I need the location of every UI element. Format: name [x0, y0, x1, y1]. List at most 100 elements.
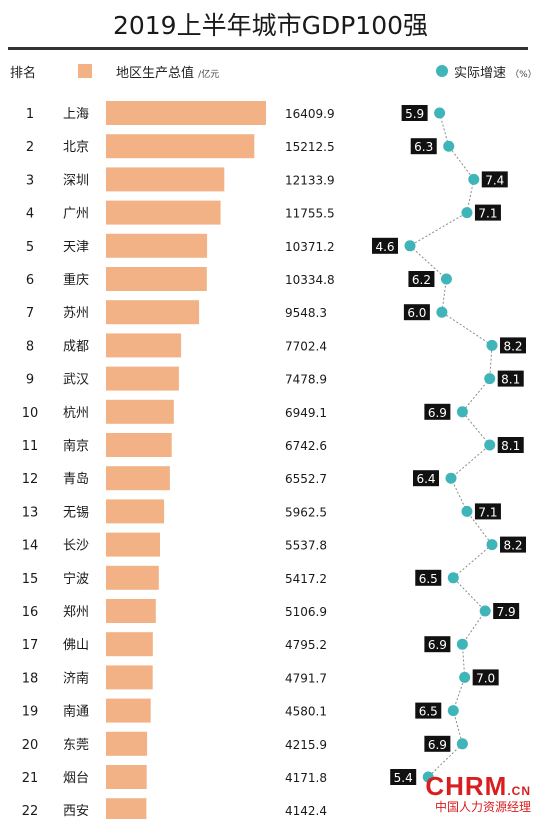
growth-value-label: 4.6 [375, 240, 394, 254]
rank-label: 7 [26, 306, 34, 321]
gdp-bar [106, 134, 255, 159]
gdp-value-label: 12133.9 [285, 173, 335, 187]
gdp-value-label: 7702.4 [285, 339, 327, 353]
growth-label-box [424, 636, 451, 653]
growth-point [436, 306, 448, 318]
legend-growth-dot [436, 65, 448, 77]
growth-point [486, 539, 498, 551]
gdp-bar [106, 466, 170, 491]
growth-label-box [415, 702, 442, 719]
growth-value-label: 6.4 [416, 472, 435, 486]
gdp-bar [106, 665, 153, 690]
gdp-value-label: 4215.9 [285, 738, 327, 752]
growth-point [447, 572, 459, 584]
growth-point [461, 207, 473, 219]
chrm-logo-domain: .CN [507, 784, 531, 798]
rank-label: 17 [22, 638, 39, 653]
gdp-bar [106, 599, 156, 623]
city-label: 南通 [63, 704, 89, 720]
growth-label-box [401, 105, 428, 121]
gdp-bar [106, 333, 182, 358]
gdp-bar [106, 798, 147, 819]
city-label: 天津 [63, 240, 89, 255]
growth-point [484, 373, 496, 385]
rank-label: 21 [22, 771, 39, 786]
growth-label-box [500, 337, 526, 354]
gdp-bar [106, 399, 174, 424]
growth-point [461, 505, 473, 517]
rank-label: 2 [26, 140, 34, 155]
city-label: 北京 [63, 140, 89, 155]
growth-value-label: 6.2 [412, 273, 431, 287]
growth-label-box [424, 403, 451, 420]
city-label: 广州 [63, 207, 89, 222]
growth-label-box [424, 735, 451, 752]
growth-value-label: 5.4 [394, 771, 413, 785]
growth-value-label: 8.1 [501, 373, 520, 387]
growth-label-box [474, 204, 501, 221]
gdp-value-label: 4791.7 [285, 671, 327, 685]
city-label: 深圳 [63, 173, 89, 188]
growth-value-label: 8.1 [501, 439, 520, 453]
growth-point [445, 472, 457, 484]
growth-value-label: 7.1 [478, 207, 497, 221]
growth-value-label: 8.2 [503, 539, 522, 553]
chrm-logo-text: CHRM [425, 771, 508, 801]
chart-title: 2019上半年城市GDP100强 [112, 11, 429, 40]
growth-point [456, 638, 468, 650]
gdp-value-label: 15212.5 [285, 140, 335, 154]
growth-label-box [410, 138, 437, 155]
gdp-bar [106, 233, 208, 258]
growth-value-label: 7.0 [476, 671, 495, 685]
growth-value-label: 6.3 [414, 140, 433, 154]
gdp-value-label: 10334.8 [285, 273, 335, 287]
growth-value-label: 6.9 [428, 638, 447, 652]
growth-value-label: 8.2 [503, 339, 522, 353]
city-label: 南京 [63, 438, 89, 454]
growth-point [422, 771, 434, 783]
city-label: 上海 [63, 107, 89, 122]
header-gdp-label: 地区生产总值 [116, 66, 195, 81]
growth-label-box [415, 569, 442, 586]
gdp-value-label: 6552.7 [285, 472, 327, 486]
growth-value-label: 6.5 [419, 572, 438, 586]
gdp-value-label: 5106.9 [285, 605, 327, 619]
rank-label: 4 [26, 207, 34, 222]
rank-label: 19 [22, 705, 39, 720]
gdp-bar [106, 731, 148, 756]
growth-value-label: 7.1 [478, 505, 497, 519]
gdp-value-label: 6742.6 [285, 439, 327, 453]
gdp-value-label: 9548.3 [285, 306, 327, 320]
gdp-bar [106, 167, 225, 192]
gdp-value-label: 7478.9 [285, 373, 327, 387]
growth-point [459, 671, 471, 683]
rank-label: 6 [26, 273, 34, 288]
rank-label: 8 [26, 339, 34, 354]
city-label: 苏州 [63, 305, 89, 321]
gdp-value-label: 6949.1 [285, 406, 327, 420]
gdp-value-label: 4580.1 [285, 705, 327, 719]
rank-label: 5 [26, 240, 34, 255]
gdp-bar [106, 532, 160, 557]
header-growth-unit: （%） [510, 70, 537, 80]
growth-value-label: 6.9 [428, 406, 447, 420]
growth-point [456, 738, 468, 750]
city-label: 重庆 [63, 272, 89, 288]
rank-label: 11 [22, 439, 39, 454]
legend-gdp-swatch [78, 64, 92, 78]
city-label: 东莞 [63, 738, 89, 753]
growth-value-label: 6.0 [407, 306, 426, 320]
growth-label-box [493, 603, 520, 619]
gdp-bar [106, 765, 147, 789]
gdp-value-label: 5417.2 [285, 572, 327, 586]
rank-label: 12 [22, 472, 39, 487]
gdp-value-label: 4795.2 [285, 638, 327, 652]
growth-label-box [481, 171, 508, 188]
header-growth-label: 实际增速 [454, 66, 507, 81]
rank-label: 9 [26, 373, 34, 388]
gdp-bar [106, 366, 179, 391]
growth-label-box [408, 271, 435, 287]
chrm-logo: CHRM.CN [425, 771, 531, 802]
growth-label-box [497, 437, 524, 453]
city-label: 长沙 [63, 539, 89, 554]
